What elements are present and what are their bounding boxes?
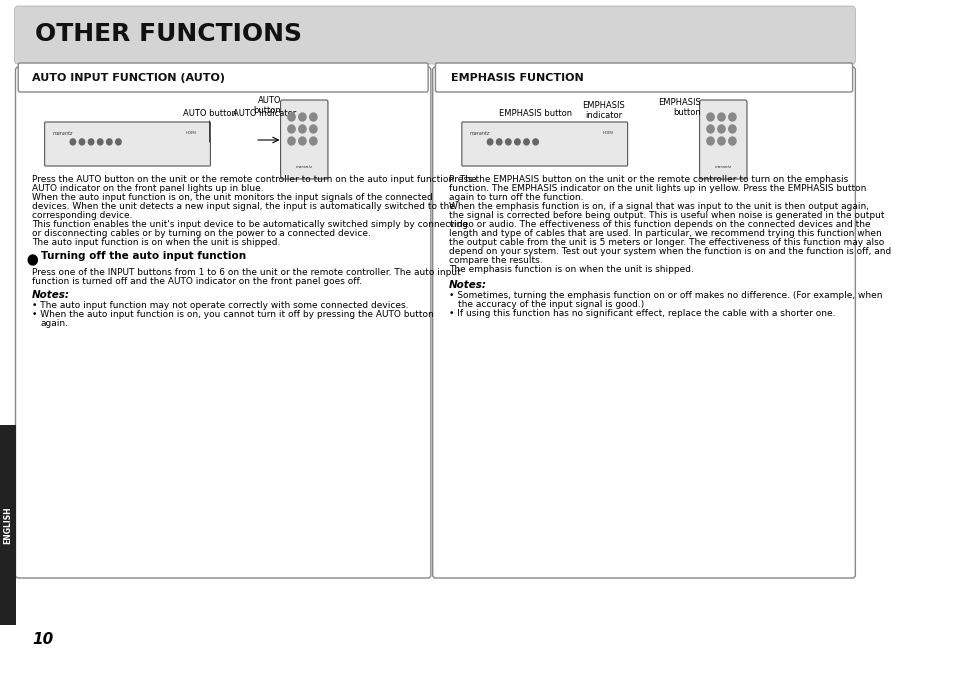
Text: ENGLISH: ENGLISH bbox=[4, 506, 12, 544]
Text: AUTO indicator on the front panel lights up in blue.: AUTO indicator on the front panel lights… bbox=[31, 184, 263, 193]
Circle shape bbox=[310, 137, 316, 145]
Text: • The auto input function may not operate correctly with some connected devices.: • The auto input function may not operat… bbox=[31, 301, 408, 310]
Text: EMPHASIS FUNCTION: EMPHASIS FUNCTION bbox=[451, 73, 583, 83]
Circle shape bbox=[288, 137, 294, 145]
Text: Press one of the INPUT buttons from 1 to 6 on the unit or the remote controller.: Press one of the INPUT buttons from 1 to… bbox=[31, 268, 460, 277]
Text: When the auto input function is on, the unit monitors the input signals of the c: When the auto input function is on, the … bbox=[31, 193, 432, 202]
Circle shape bbox=[728, 113, 736, 121]
Circle shape bbox=[728, 125, 736, 133]
FancyBboxPatch shape bbox=[699, 100, 746, 179]
Circle shape bbox=[97, 139, 103, 145]
Circle shape bbox=[107, 139, 112, 145]
Text: again to turn off the function.: again to turn off the function. bbox=[449, 193, 583, 202]
Text: HDMI: HDMI bbox=[602, 131, 613, 135]
Circle shape bbox=[115, 139, 121, 145]
Circle shape bbox=[505, 139, 511, 145]
Circle shape bbox=[288, 125, 294, 133]
Text: Turning off the auto input function: Turning off the auto input function bbox=[41, 251, 246, 261]
Text: 10: 10 bbox=[31, 632, 53, 647]
Text: function is turned off and the AUTO indicator on the front panel goes off.: function is turned off and the AUTO indi… bbox=[31, 277, 361, 286]
Text: function. The EMPHASIS indicator on the unit lights up in yellow. Press the EMPH: function. The EMPHASIS indicator on the … bbox=[449, 184, 865, 193]
Text: HDMI: HDMI bbox=[186, 131, 196, 135]
Text: AUTO INPUT FUNCTION (AUTO): AUTO INPUT FUNCTION (AUTO) bbox=[31, 73, 225, 83]
Text: compare the results.: compare the results. bbox=[449, 256, 542, 265]
Text: • When the auto input function is on, you cannot turn it off by pressing the AUT: • When the auto input function is on, yo… bbox=[31, 310, 434, 319]
Text: AUTO
button: AUTO button bbox=[253, 96, 281, 115]
Text: The auto input function is on when the unit is shipped.: The auto input function is on when the u… bbox=[31, 238, 280, 247]
Text: EMPHASIS
button: EMPHASIS button bbox=[657, 98, 700, 117]
FancyBboxPatch shape bbox=[18, 63, 428, 92]
Text: the output cable from the unit is 5 meters or longer. The effectiveness of this : the output cable from the unit is 5 mete… bbox=[449, 238, 883, 247]
Circle shape bbox=[487, 139, 493, 145]
Circle shape bbox=[79, 139, 85, 145]
Text: the signal is corrected before being output. This is useful when noise is genera: the signal is corrected before being out… bbox=[449, 211, 883, 220]
FancyBboxPatch shape bbox=[0, 425, 16, 625]
Circle shape bbox=[706, 137, 714, 145]
Circle shape bbox=[496, 139, 501, 145]
Text: length and type of cables that are used. In particular, we recommend trying this: length and type of cables that are used.… bbox=[449, 229, 881, 238]
Text: AUTO button: AUTO button bbox=[182, 109, 236, 118]
Text: EMPHASIS
indicator: EMPHASIS indicator bbox=[582, 101, 624, 120]
Text: EMPHASIS button: EMPHASIS button bbox=[498, 109, 572, 118]
Circle shape bbox=[71, 139, 75, 145]
Text: The emphasis function is on when the unit is shipped.: The emphasis function is on when the uni… bbox=[449, 265, 693, 274]
Text: This function enables the unit's input device to be automatically switched simpl: This function enables the unit's input d… bbox=[31, 220, 467, 229]
FancyBboxPatch shape bbox=[14, 6, 855, 64]
Circle shape bbox=[717, 137, 724, 145]
Text: marantz: marantz bbox=[52, 131, 73, 136]
Circle shape bbox=[533, 139, 537, 145]
Text: • Sometimes, turning the emphasis function on or off makes no difference. (For e: • Sometimes, turning the emphasis functi… bbox=[449, 291, 882, 300]
FancyBboxPatch shape bbox=[435, 63, 852, 92]
Text: marantz: marantz bbox=[714, 165, 731, 169]
Circle shape bbox=[717, 113, 724, 121]
Circle shape bbox=[29, 255, 37, 265]
Circle shape bbox=[298, 137, 306, 145]
Text: OTHER FUNCTIONS: OTHER FUNCTIONS bbox=[34, 22, 301, 46]
Text: AUTO indicator: AUTO indicator bbox=[233, 109, 295, 118]
FancyBboxPatch shape bbox=[45, 122, 211, 166]
Circle shape bbox=[514, 139, 519, 145]
Text: marantz: marantz bbox=[295, 165, 313, 169]
Text: marantz: marantz bbox=[470, 131, 490, 136]
Circle shape bbox=[717, 125, 724, 133]
FancyBboxPatch shape bbox=[15, 67, 431, 578]
Text: depend on your system. Test out your system when the function is on and the func: depend on your system. Test out your sys… bbox=[449, 247, 890, 256]
Circle shape bbox=[310, 113, 316, 121]
FancyBboxPatch shape bbox=[433, 67, 855, 578]
Text: Press the EMPHASIS button on the unit or the remote controller to turn on the em: Press the EMPHASIS button on the unit or… bbox=[449, 175, 847, 184]
Text: Notes:: Notes: bbox=[31, 290, 70, 300]
Text: • If using this function has no significant effect, replace the cable with a sho: • If using this function has no signific… bbox=[449, 309, 835, 318]
Circle shape bbox=[728, 137, 736, 145]
Text: or disconnecting cables or by turning on the power to a connected device.: or disconnecting cables or by turning on… bbox=[31, 229, 371, 238]
Circle shape bbox=[310, 125, 316, 133]
Circle shape bbox=[298, 113, 306, 121]
Text: Press the AUTO button on the unit or the remote controller to turn on the auto i: Press the AUTO button on the unit or the… bbox=[31, 175, 476, 184]
FancyBboxPatch shape bbox=[461, 122, 627, 166]
Text: When the emphasis function is on, if a signal that was input to the unit is then: When the emphasis function is on, if a s… bbox=[449, 202, 868, 211]
Text: the accuracy of the input signal is good.): the accuracy of the input signal is good… bbox=[457, 300, 644, 309]
Text: Notes:: Notes: bbox=[449, 280, 487, 290]
Text: again.: again. bbox=[41, 319, 69, 328]
Circle shape bbox=[706, 113, 714, 121]
Circle shape bbox=[89, 139, 93, 145]
Text: devices. When the unit detects a new input signal, the input is automatically sw: devices. When the unit detects a new inp… bbox=[31, 202, 455, 211]
Circle shape bbox=[288, 113, 294, 121]
Text: corresponding device.: corresponding device. bbox=[31, 211, 132, 220]
Circle shape bbox=[298, 125, 306, 133]
Circle shape bbox=[523, 139, 529, 145]
Text: video or audio. The effectiveness of this function depends on the connected devi: video or audio. The effectiveness of thi… bbox=[449, 220, 870, 229]
Circle shape bbox=[706, 125, 714, 133]
FancyBboxPatch shape bbox=[280, 100, 328, 179]
